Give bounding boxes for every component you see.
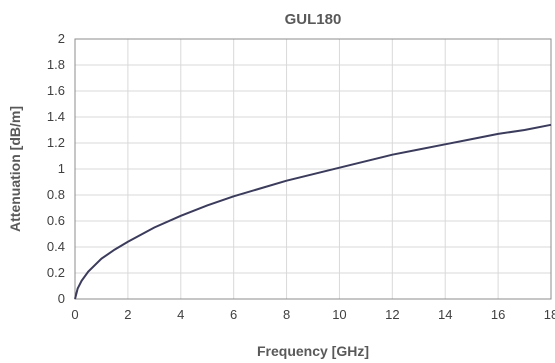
x-tick-label: 6 — [230, 307, 237, 322]
y-tick-label: 1.6 — [47, 83, 65, 98]
x-axis-label: Frequency [GHz] — [257, 343, 369, 359]
y-tick-label: 1.8 — [47, 57, 65, 72]
y-tick-label: 0.6 — [47, 213, 65, 228]
y-tick-label: 2 — [58, 31, 65, 46]
x-tick-label: 4 — [177, 307, 184, 322]
y-tick-label: 1.2 — [47, 135, 65, 150]
y-tick-label: 1.4 — [47, 109, 65, 124]
series-layer — [74, 123, 552, 300]
y-tick-label: 0.4 — [47, 239, 65, 254]
x-tick-label: 10 — [332, 307, 346, 322]
tick-layer: 0 2 4 6 8 10 12 14 16 18 0 0.2 0.4 0.6 0.8 1 1.2 1.4 1.6 1.… — [47, 31, 555, 322]
y-tick-label: 1 — [58, 161, 65, 176]
y-tick-label: 0 — [58, 291, 65, 306]
y-tick-label: 0.8 — [47, 187, 65, 202]
series-line-0 — [74, 123, 552, 300]
x-tick-label: 8 — [283, 307, 290, 322]
x-tick-label: 0 — [71, 307, 78, 322]
x-tick-label: 18 — [544, 307, 555, 322]
x-tick-label: 2 — [124, 307, 131, 322]
x-tick-label: 12 — [385, 307, 399, 322]
y-axis-label: Attenuation [dB/m] — [7, 106, 23, 232]
chart-title: GUL180 — [285, 11, 342, 28]
x-tick-label: 16 — [491, 307, 505, 322]
y-tick-label: 0.2 — [47, 265, 65, 280]
x-tick-label: 14 — [438, 307, 452, 322]
grid-layer — [74, 38, 552, 300]
plot-frame — [74, 38, 552, 300]
